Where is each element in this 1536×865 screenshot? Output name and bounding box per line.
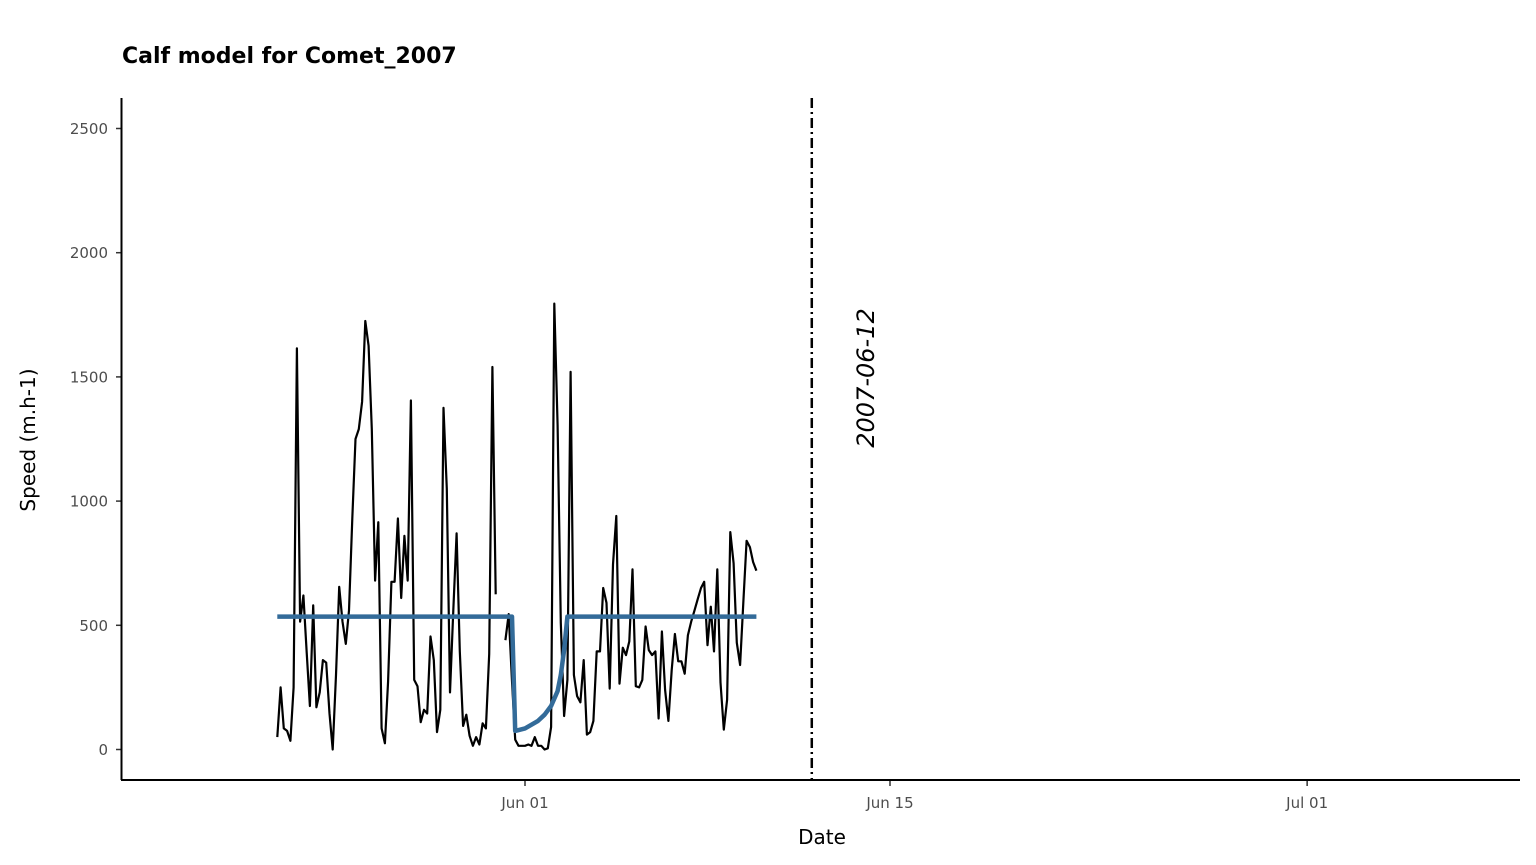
y-tick-label: 0: [98, 741, 108, 759]
y-tick-label: 500: [79, 617, 108, 635]
y-tick-label: 1500: [70, 368, 108, 386]
x-axis-ticks: Jun 01 Jun 15 Jul 01: [500, 780, 1328, 812]
x-tick-label: Jul 01: [1285, 794, 1328, 812]
y-tick-label: 1000: [70, 493, 108, 511]
x-tick-label: Jun 15: [865, 794, 913, 812]
y-axis-title: Speed (m.h-1): [16, 368, 40, 511]
observed-series-line: [504, 302, 758, 751]
chart-title: Calf model for Comet_2007: [122, 44, 457, 69]
y-tick-label: 2500: [70, 120, 108, 138]
x-axis-title: Date: [798, 825, 846, 849]
annotation-label: 2007-06-12: [852, 308, 880, 447]
y-tick-label: 2000: [70, 244, 108, 262]
observed-series-line: [276, 319, 497, 751]
y-axis-ticks: 0 500 1000 1500 2000 2500: [70, 120, 122, 759]
model-series-line: [277, 614, 757, 734]
observed-series: [276, 302, 758, 751]
x-tick-label: Jun 01: [500, 794, 548, 812]
